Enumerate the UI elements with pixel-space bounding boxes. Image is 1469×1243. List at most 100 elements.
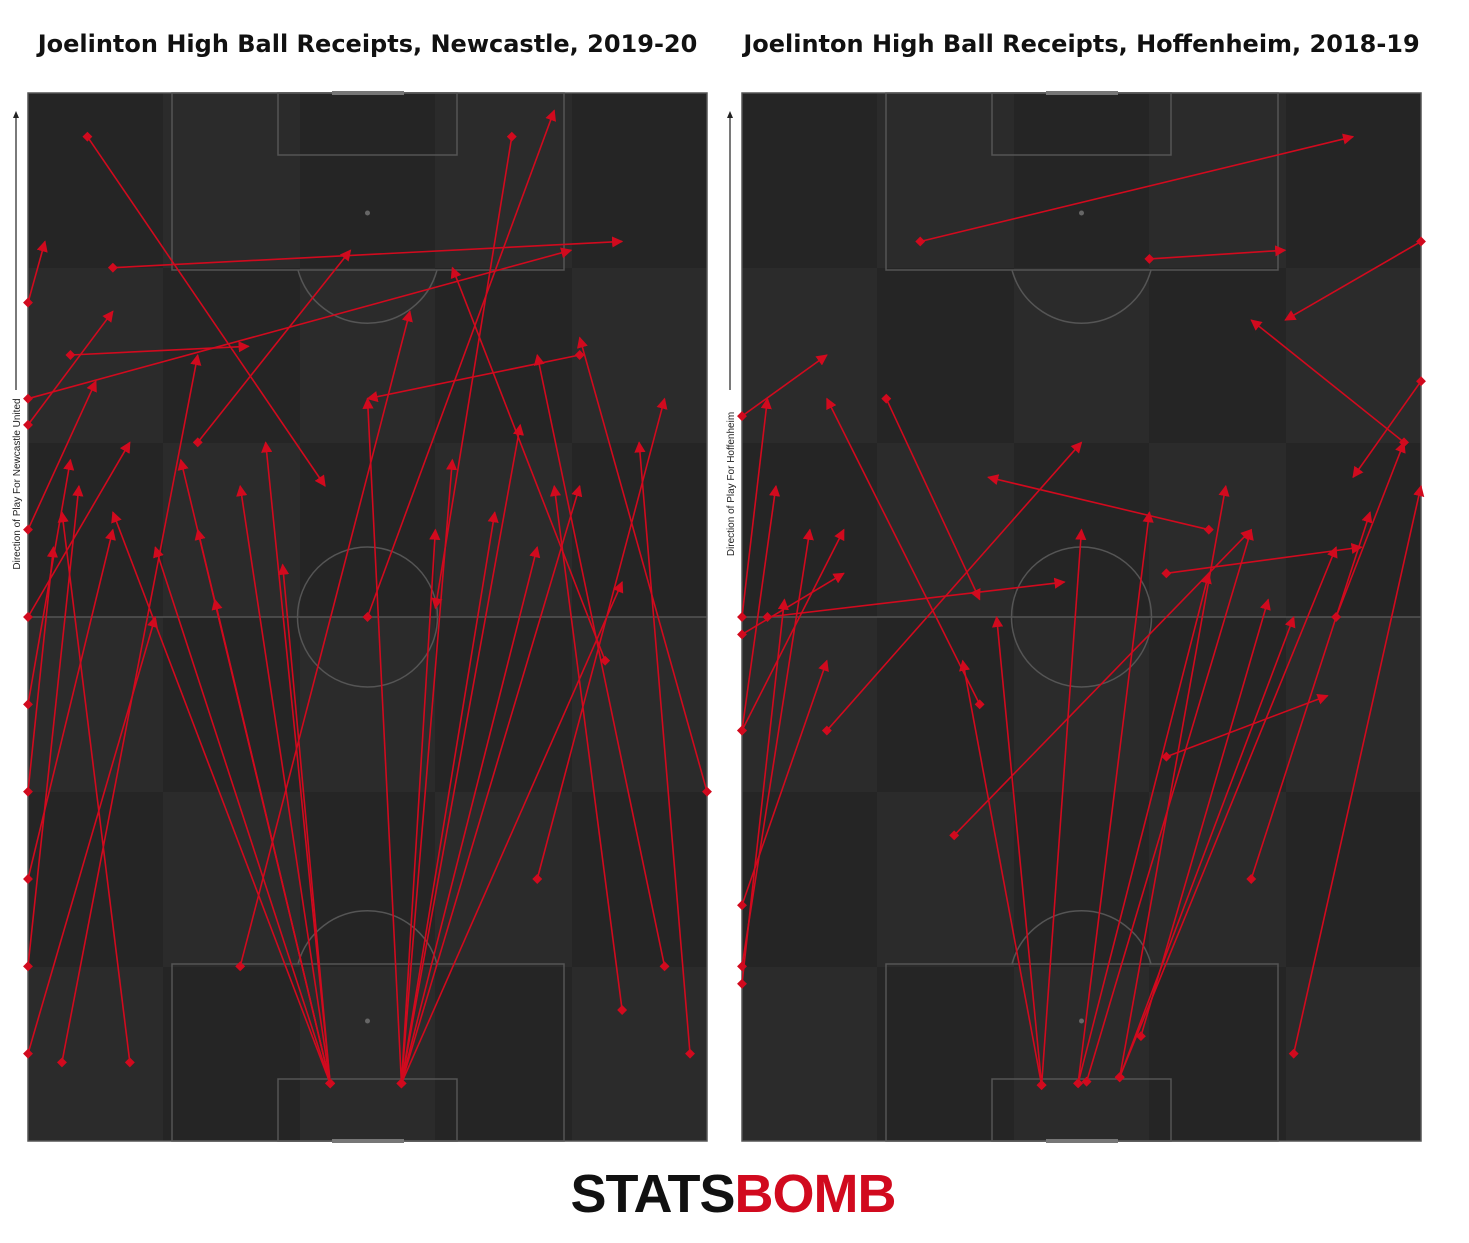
pass-arrow bbox=[400, 458, 458, 1084]
pitch-stripe bbox=[300, 268, 435, 443]
pass-arrow bbox=[741, 659, 829, 906]
pass-arrow bbox=[741, 572, 845, 636]
pitch-stripe bbox=[1014, 93, 1149, 268]
pitch-stripe bbox=[1286, 967, 1421, 1141]
pass-arrow bbox=[1140, 598, 1271, 1037]
direction-arrow bbox=[13, 111, 19, 118]
pass-arrow bbox=[57, 511, 131, 1063]
pitch-stripe bbox=[1286, 792, 1421, 967]
pass-arrow bbox=[741, 397, 772, 618]
pass-arrow bbox=[366, 354, 580, 403]
pass-arrow bbox=[549, 484, 623, 1011]
pitch-stripe bbox=[28, 967, 163, 1141]
pitch-stripe bbox=[1286, 443, 1421, 617]
pitch-stripe bbox=[1286, 93, 1421, 268]
pitch-stripe bbox=[1014, 792, 1149, 967]
pass-arrow bbox=[400, 546, 541, 1084]
pitch-stripe bbox=[877, 443, 1014, 617]
pitch-stripe bbox=[435, 617, 572, 792]
pitch-stripe bbox=[572, 93, 707, 268]
pass-arrow bbox=[400, 423, 524, 1084]
pass-arrow bbox=[400, 484, 583, 1084]
pass-arrow bbox=[177, 458, 331, 1084]
pass-arrow bbox=[1040, 528, 1087, 1086]
pass-arrow bbox=[239, 310, 413, 967]
pass-arrow bbox=[27, 528, 116, 880]
logo-right: BOMB bbox=[735, 1164, 896, 1224]
pass-arrow bbox=[741, 528, 814, 967]
pitch-stripe bbox=[572, 792, 707, 967]
pass-arrow bbox=[277, 563, 331, 1084]
logo: STATSBOMB bbox=[571, 1164, 896, 1224]
pitch-panel bbox=[727, 91, 1422, 1143]
pass-arrow bbox=[1077, 572, 1212, 1084]
penalty-spot bbox=[1079, 210, 1084, 216]
penalty-spot bbox=[1079, 1018, 1084, 1024]
centre-circle bbox=[1010, 546, 1153, 688]
pitch-stripe bbox=[163, 93, 300, 268]
pitch-stripe bbox=[435, 268, 572, 443]
pitch-stripe bbox=[572, 617, 707, 792]
pass-arrow bbox=[27, 441, 131, 618]
pass-arrow bbox=[1118, 615, 1296, 1078]
pass-arrow bbox=[236, 484, 331, 1084]
penalty-arc bbox=[297, 269, 438, 324]
pass-arrow bbox=[826, 397, 981, 705]
pass-arrow bbox=[261, 441, 331, 1084]
penalty-spot bbox=[365, 1018, 370, 1024]
pass-arrow bbox=[450, 266, 606, 661]
pass-arrow bbox=[1284, 240, 1422, 321]
pass-arrow bbox=[27, 546, 58, 792]
pass-arrow bbox=[577, 336, 708, 792]
pass-arrow bbox=[741, 528, 845, 731]
pass-arrow bbox=[826, 441, 1083, 732]
pass-arrow bbox=[400, 528, 441, 1084]
pass-arrow bbox=[987, 474, 1209, 531]
pass-arrow bbox=[741, 354, 828, 417]
penalty-arc bbox=[1011, 269, 1152, 324]
pitch-stripe bbox=[163, 792, 300, 967]
pitch-stripe bbox=[1149, 268, 1286, 443]
pass-arrow bbox=[400, 511, 499, 1084]
pitch-stripe bbox=[435, 967, 572, 1141]
pitch-stripe bbox=[742, 967, 877, 1141]
pass-arrow bbox=[1292, 484, 1425, 1054]
pitch-stripe bbox=[742, 617, 877, 792]
pass-arrow bbox=[362, 397, 403, 1084]
direction-arrow bbox=[727, 111, 733, 118]
pass-arrow bbox=[767, 577, 1066, 618]
centre-circle bbox=[296, 546, 439, 688]
pass-arrow bbox=[1077, 511, 1154, 1084]
pass-arrow bbox=[634, 441, 691, 1054]
pass-arrow bbox=[197, 249, 352, 443]
pass-arrow bbox=[1149, 245, 1287, 260]
pass-arrow bbox=[86, 136, 326, 487]
pitch-stripe bbox=[877, 93, 1014, 268]
pass-arrow bbox=[400, 581, 624, 1084]
pitch-stripe bbox=[28, 443, 163, 617]
pass-arrow bbox=[153, 546, 331, 1084]
pitch-stripe bbox=[877, 268, 1014, 443]
pass-arrow bbox=[61, 353, 202, 1063]
pitch-stripe bbox=[28, 617, 163, 792]
pitch-stripe bbox=[28, 93, 163, 268]
penalty-arc bbox=[1011, 910, 1152, 965]
pitch-stripe bbox=[435, 792, 572, 967]
pitch-stripe bbox=[1014, 268, 1149, 443]
pitch-stripe bbox=[742, 93, 877, 268]
pitch-stripe bbox=[1149, 967, 1286, 1141]
pitch-stripe bbox=[300, 93, 435, 268]
pitch-stripe bbox=[1149, 617, 1286, 792]
pass-arrow bbox=[70, 341, 250, 356]
pitch-stripe bbox=[877, 792, 1014, 967]
pitch-stripe bbox=[572, 268, 707, 443]
chart-title: Joelinton High Ball Receipts, Hoffenheim… bbox=[741, 30, 1419, 58]
pass-arrow bbox=[992, 615, 1043, 1086]
direction-label: Direction of Play For Hoffenheim bbox=[726, 412, 737, 556]
pass-arrow bbox=[366, 109, 556, 618]
pitch-stripe bbox=[572, 443, 707, 617]
pass-arrow bbox=[27, 484, 84, 967]
pass-arrow bbox=[27, 380, 97, 530]
chart-title: Joelinton High Ball Receipts, Newcastle,… bbox=[36, 30, 698, 58]
